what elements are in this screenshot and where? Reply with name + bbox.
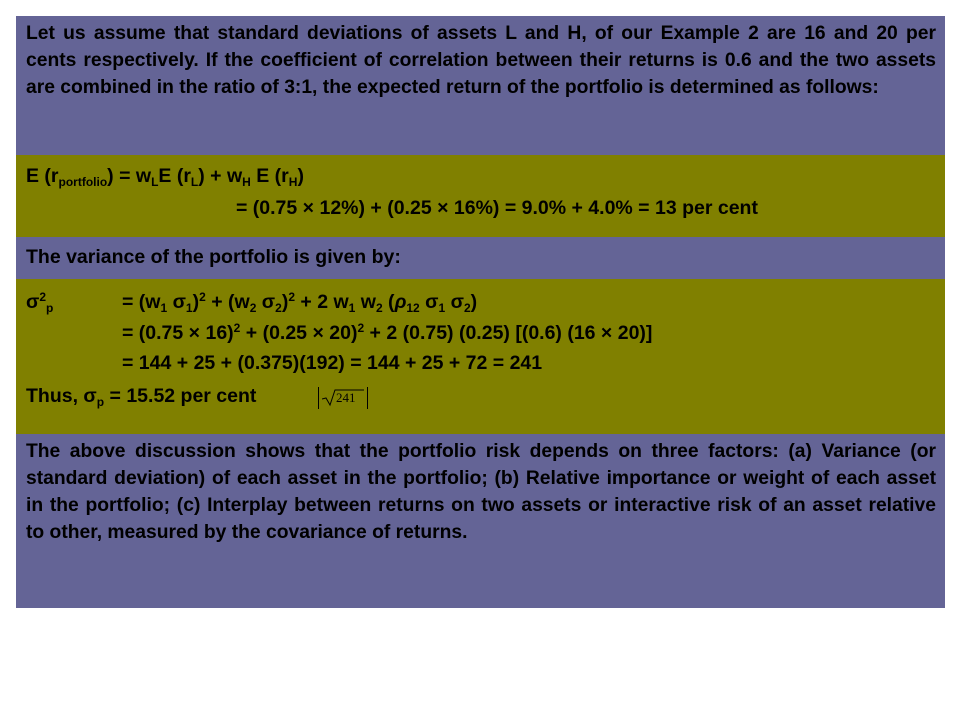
intro-section: Let us assume that standard deviations o… [16,16,945,155]
intro-text: Let us assume that standard deviations o… [26,23,936,98]
square-root-box: 241 [318,387,368,409]
variance-heading: The variance of the portfolio is given b… [26,246,401,268]
expected-return-section: E (rportfolio) = wLE (rL) + wH E (rH) = … [16,155,945,237]
variance-heading-section: The variance of the portfolio is given b… [16,237,945,279]
expected-return-calculation: = (0.75 × 12%) + (0.25 × 16%) = 9.0% + 4… [236,197,758,219]
std-dev-result: Thus, σp = 15.52 per cent [26,385,257,409]
conclusion-section: The above discussion shows that the port… [16,434,945,608]
square-root-value: 241 [336,390,356,405]
conclusion-text: The above discussion shows that the port… [26,441,936,543]
slide: Let us assume that standard deviations o… [16,16,945,608]
variance-formula: σ2p [26,290,54,315]
square-root-icon [322,389,364,407]
variance-formula-rhs: = (w1 σ1)2 + (w2 σ2)2 + 2 w1 w2 (ρ12 σ1 … [122,290,478,315]
expected-return-formula: E (rportfolio) = wLE (rL) + wH E (rH) [26,165,304,189]
variance-substitution: = (0.75 × 16)2 + (0.25 × 20)2 + 2 (0.75)… [122,321,653,344]
variance-result: = 144 + 25 + (0.375)(192) = 144 + 25 + 7… [122,352,543,374]
variance-section: σ2p = (w1 σ1)2 + (w2 σ2)2 + 2 w1 w2 (ρ12… [16,279,945,434]
